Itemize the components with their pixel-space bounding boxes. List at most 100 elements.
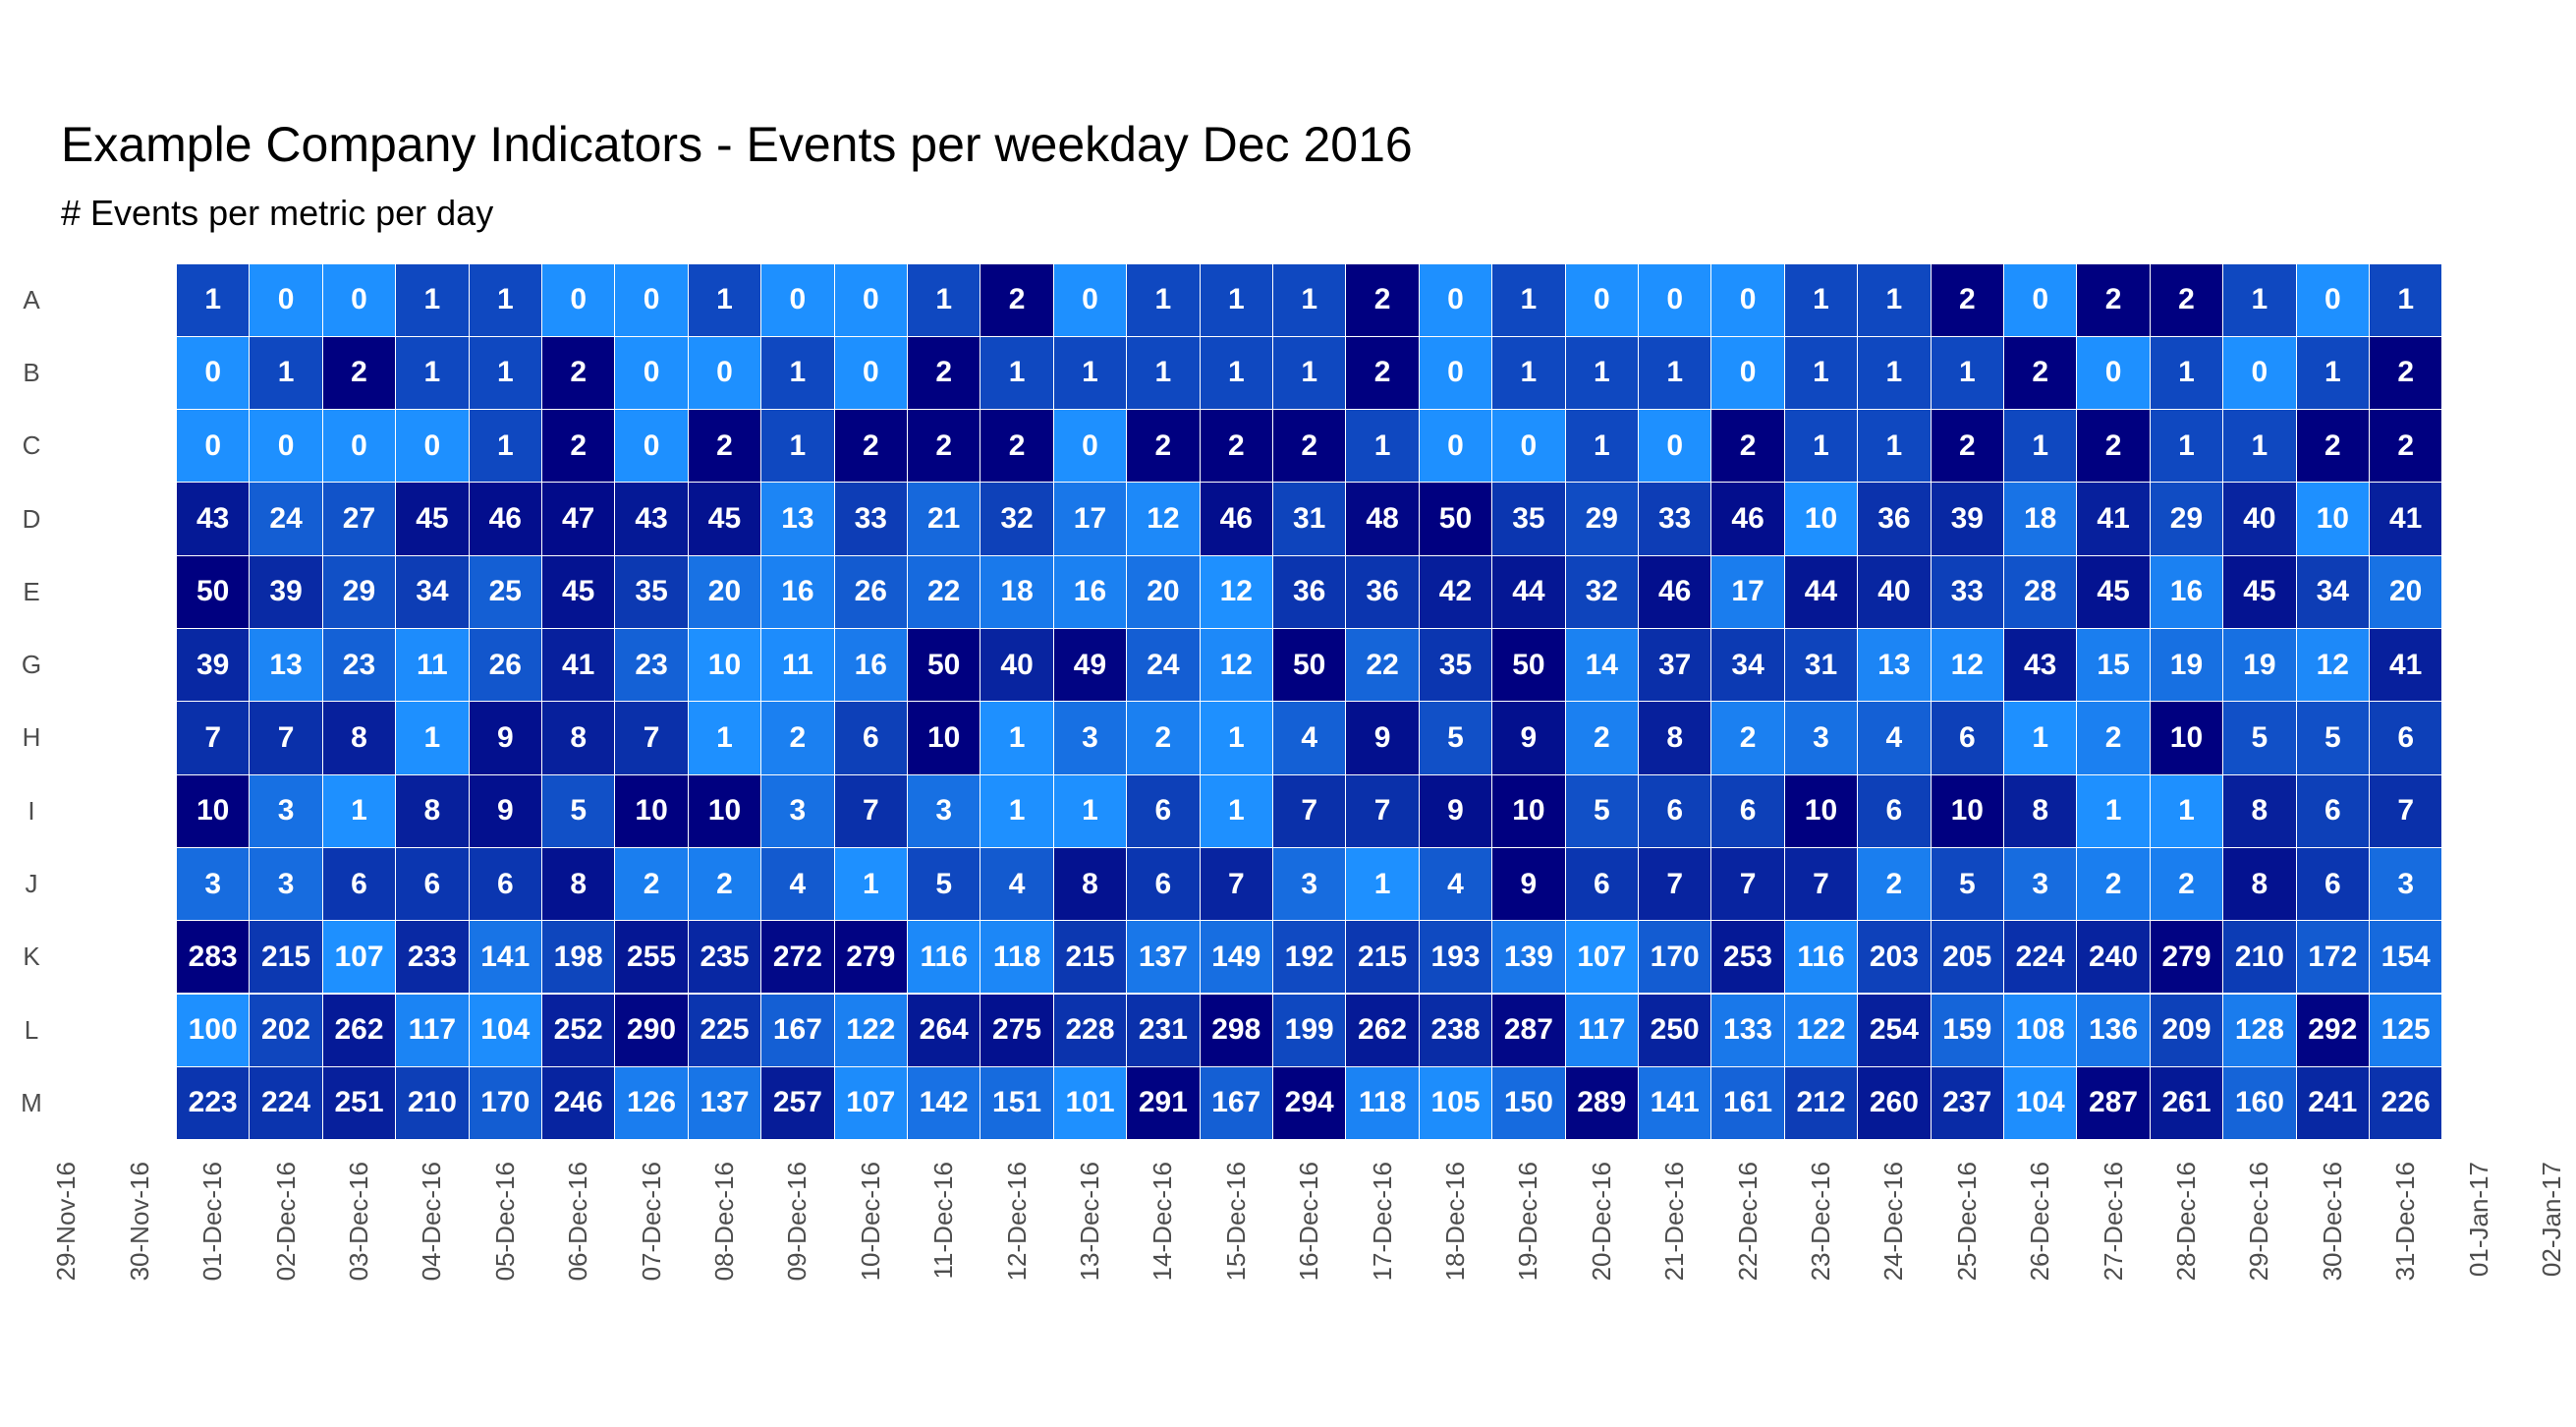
heatmap-cell: 1 — [1126, 262, 1201, 337]
heatmap-cell: 0 — [176, 335, 251, 411]
heatmap-cell: 3 — [2003, 846, 2078, 922]
x-tick-label: 14-Dec-16 — [1148, 1162, 1178, 1282]
x-tick-label: 29-Nov-16 — [51, 1162, 82, 1282]
heatmap-cell: 43 — [2003, 628, 2078, 703]
heatmap-cell: 1 — [468, 409, 542, 484]
heatmap-cell: 8 — [2222, 846, 2297, 922]
heatmap-cell: 1 — [468, 335, 542, 411]
heatmap-cell: 1 — [2222, 409, 2297, 484]
heatmap-cell: 45 — [687, 482, 762, 556]
heatmap-cell: 117 — [1564, 993, 1639, 1067]
heatmap-cell: 3 — [1783, 701, 1859, 775]
x-tick-label: 01-Jan-17 — [2463, 1162, 2493, 1278]
heatmap-cell: 225 — [687, 993, 762, 1067]
heatmap-cell: 40 — [980, 628, 1054, 703]
heatmap-cell: 240 — [2076, 920, 2151, 995]
x-tick-label: 12-Dec-16 — [1001, 1162, 1032, 1282]
heatmap-cell: 1 — [2222, 262, 2297, 337]
heatmap-cell: 139 — [1491, 920, 1566, 995]
heatmap-cell: 35 — [1418, 628, 1493, 703]
heatmap-cell: 252 — [541, 993, 616, 1067]
heatmap-cell: 161 — [1710, 1065, 1785, 1141]
heatmap-cell: 44 — [1783, 554, 1859, 629]
heatmap-cell: 2 — [541, 409, 616, 484]
heatmap-cell: 6 — [1126, 773, 1201, 848]
heatmap-cell: 283 — [176, 920, 251, 995]
heatmap-cell: 7 — [833, 773, 908, 848]
heatmap-cell: 107 — [1564, 920, 1639, 995]
heatmap-cell: 40 — [1857, 554, 1932, 629]
heatmap-cell: 8 — [1052, 846, 1128, 922]
heatmap-cell: 205 — [1930, 920, 2004, 995]
heatmap-cell: 202 — [249, 993, 323, 1067]
heatmap-cell: 12 — [1126, 482, 1201, 556]
y-tick-label: E — [23, 576, 40, 606]
heatmap-cell: 2 — [1199, 409, 1273, 484]
heatmap-cell: 1 — [687, 262, 762, 337]
heatmap-cell: 199 — [1272, 993, 1347, 1067]
heatmap-cell: 150 — [1491, 1065, 1566, 1141]
heatmap-cell: 10 — [2295, 482, 2370, 556]
heatmap-cell: 210 — [395, 1065, 470, 1141]
heatmap-cell: 4 — [1857, 701, 1932, 775]
heatmap-cell: 1 — [907, 262, 981, 337]
heatmap-cell: 8 — [2003, 773, 2078, 848]
heatmap-cell: 5 — [1930, 846, 2004, 922]
heatmap-cell: 8 — [321, 701, 397, 775]
heatmap-cell: 1 — [1564, 409, 1639, 484]
heatmap-cell: 6 — [1930, 701, 2004, 775]
heatmap-cell: 2 — [687, 409, 762, 484]
heatmap-cell: 3 — [1052, 701, 1128, 775]
heatmap-cell: 170 — [468, 1065, 542, 1141]
heatmap-cell: 141 — [468, 920, 542, 995]
heatmap-cell: 1 — [176, 262, 251, 337]
heatmap-cell: 2 — [2076, 409, 2151, 484]
heatmap-cell: 39 — [176, 628, 251, 703]
x-tick-label: 07-Dec-16 — [636, 1162, 666, 1282]
heatmap-cell: 212 — [1783, 1065, 1859, 1141]
x-tick-label: 20-Dec-16 — [1586, 1162, 1616, 1282]
heatmap-cell: 2 — [2369, 409, 2443, 484]
heatmap-cell: 203 — [1857, 920, 1932, 995]
heatmap-cell: 2 — [1564, 701, 1639, 775]
heatmap-cell: 6 — [2295, 846, 2370, 922]
heatmap-cell: 44 — [1491, 554, 1566, 629]
heatmap-cell: 149 — [1199, 920, 1273, 995]
heatmap-cell: 160 — [2222, 1065, 2297, 1141]
heatmap-cell: 0 — [176, 409, 251, 484]
heatmap-cell: 5 — [907, 846, 981, 922]
heatmap-cell: 9 — [1418, 773, 1493, 848]
heatmap-cell: 10 — [687, 628, 762, 703]
x-tick-label: 27-Dec-16 — [2098, 1162, 2128, 1282]
heatmap-cell: 141 — [1638, 1065, 1712, 1141]
heatmap-cell: 25 — [468, 554, 542, 629]
heatmap-cell: 8 — [541, 701, 616, 775]
heatmap-cell: 26 — [468, 628, 542, 703]
heatmap-cell: 45 — [395, 482, 470, 556]
heatmap-cell: 39 — [1930, 482, 2004, 556]
heatmap-cell: 1 — [395, 335, 470, 411]
heatmap-cell: 289 — [1564, 1065, 1639, 1141]
heatmap-cell: 228 — [1052, 993, 1128, 1067]
heatmap-cell: 36 — [1857, 482, 1932, 556]
heatmap-cell: 294 — [1272, 1065, 1347, 1141]
heatmap-cell: 118 — [1345, 1065, 1420, 1141]
heatmap-cell: 108 — [2003, 993, 2078, 1067]
heatmap-cell: 26 — [833, 554, 908, 629]
heatmap-cell: 2 — [1126, 701, 1201, 775]
heatmap-cell: 1 — [1491, 335, 1566, 411]
y-tick-label: B — [23, 357, 40, 387]
heatmap-cell: 3 — [1272, 846, 1347, 922]
heatmap-cell: 1 — [1126, 335, 1201, 411]
heatmap-cell: 231 — [1126, 993, 1201, 1067]
heatmap-cell: 49 — [1052, 628, 1128, 703]
heatmap-cell: 2 — [614, 846, 689, 922]
heatmap-cell: 5 — [1418, 701, 1493, 775]
heatmap-cell: 1 — [1783, 262, 1859, 337]
heatmap-cell: 2 — [2369, 335, 2443, 411]
heatmap-cell: 34 — [395, 554, 470, 629]
heatmap-cell: 224 — [249, 1065, 323, 1141]
heatmap-cell: 2 — [1710, 409, 1785, 484]
heatmap-cell: 22 — [1345, 628, 1420, 703]
heatmap-cell: 235 — [687, 920, 762, 995]
